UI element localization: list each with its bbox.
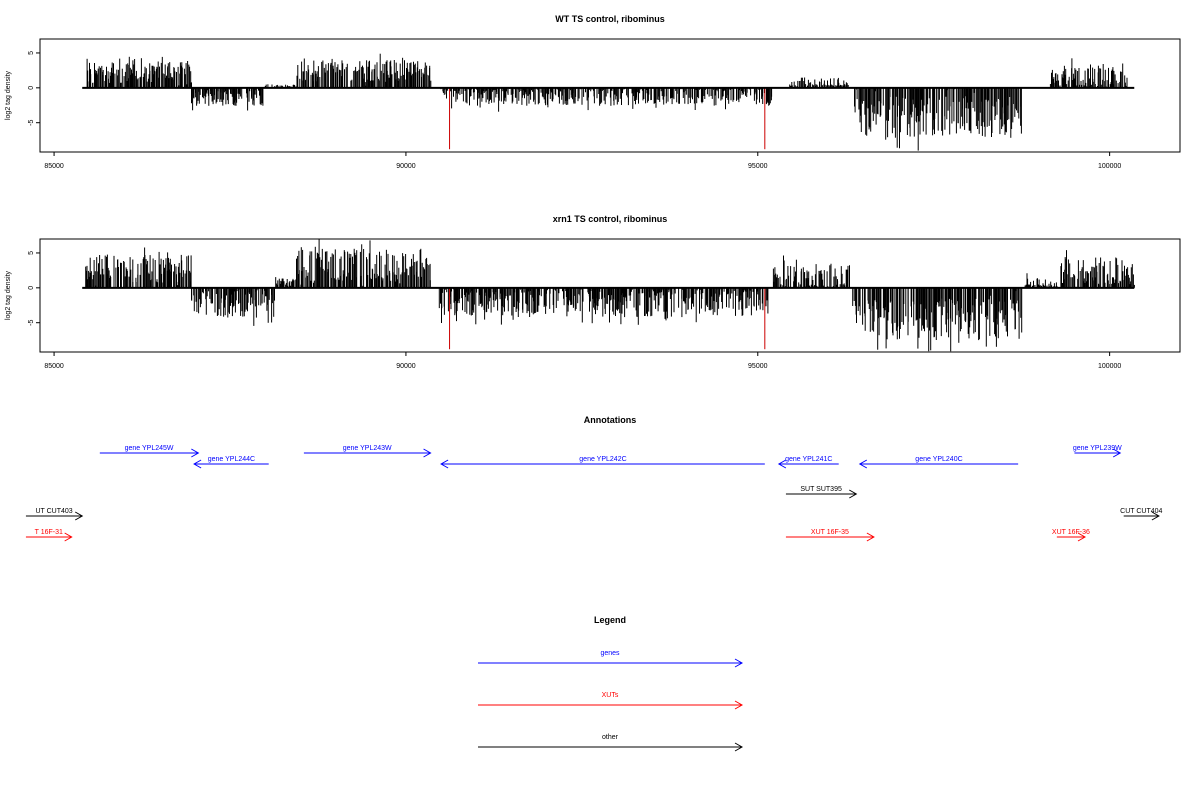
- legend-title: Legend: [594, 615, 626, 625]
- annotation-label: gene YPL243W: [343, 445, 392, 452]
- annotation-label: UT CUT403: [35, 508, 72, 515]
- annotation-label: gene YPL244C: [208, 456, 255, 463]
- legend-label: XUTs: [602, 692, 619, 699]
- annotations-title: Annotations: [584, 415, 637, 425]
- y-tick-label: 0: [28, 286, 35, 290]
- annotation-arrow-head: [866, 532, 875, 542]
- y-tick-label: 5: [28, 51, 35, 55]
- legend-arrow-head: [734, 658, 744, 668]
- y-axis-label: log2 tag density: [5, 270, 12, 320]
- track-title: WT TS control, ribominus: [555, 14, 665, 24]
- annotation-arrow-head: [777, 459, 787, 469]
- annotation-label: gene YPL240C: [915, 456, 962, 463]
- annotation-arrow-head: [64, 532, 73, 542]
- y-tick-label: -5: [28, 319, 35, 325]
- annotation-label: XUT 16F-36: [1052, 529, 1090, 536]
- annotation-label: gene YPL242C: [579, 456, 626, 463]
- x-tick-label: 100000: [1098, 363, 1121, 370]
- annotation-label: T 16F-31: [35, 529, 63, 536]
- legend-label: other: [602, 734, 619, 741]
- legend-arrow-head: [734, 700, 744, 710]
- y-tick-label: 0: [28, 86, 35, 90]
- legend-arrow-head: [734, 742, 744, 752]
- x-tick-label: 95000: [748, 163, 768, 170]
- x-tick-label: 100000: [1098, 163, 1121, 170]
- plot-frame: [39, 38, 1181, 153]
- y-axis-label: log2 tag density: [5, 70, 12, 120]
- annotation-arrow-head: [1151, 511, 1160, 521]
- plot-frame: [39, 238, 1181, 353]
- annotation-arrow-head: [191, 448, 200, 458]
- x-tick-label: 90000: [396, 363, 416, 370]
- annotation-arrow-head: [1077, 532, 1087, 542]
- annotation-label: gene YPL245W: [125, 445, 174, 452]
- track-title: xrn1 TS control, ribominus: [553, 214, 668, 224]
- x-tick-label: 90000: [396, 163, 416, 170]
- annotation-arrow-head: [1112, 448, 1122, 458]
- annotation-label: CUT CUT404: [1120, 508, 1162, 515]
- annotation-label: XUT 16F-35: [811, 529, 849, 536]
- annotation-arrow-head: [423, 448, 432, 458]
- annotation-label: SUT SUT395: [800, 486, 842, 493]
- annotation-arrow-head: [193, 459, 202, 469]
- x-tick-label: 85000: [44, 363, 64, 370]
- y-tick-label: -5: [28, 119, 35, 125]
- annotation-arrow-head: [440, 459, 449, 469]
- legend-label: genes: [600, 650, 620, 657]
- x-tick-label: 95000: [748, 363, 768, 370]
- annotation-arrow-head: [74, 511, 84, 521]
- annotation-label: gene YPL241C: [785, 456, 832, 463]
- y-tick-label: 5: [28, 251, 35, 255]
- annotation-label: gene YPL239W: [1073, 445, 1122, 452]
- annotation-arrow-head: [849, 489, 858, 499]
- x-tick-label: 85000: [44, 163, 64, 170]
- annotation-arrow-head: [858, 459, 868, 469]
